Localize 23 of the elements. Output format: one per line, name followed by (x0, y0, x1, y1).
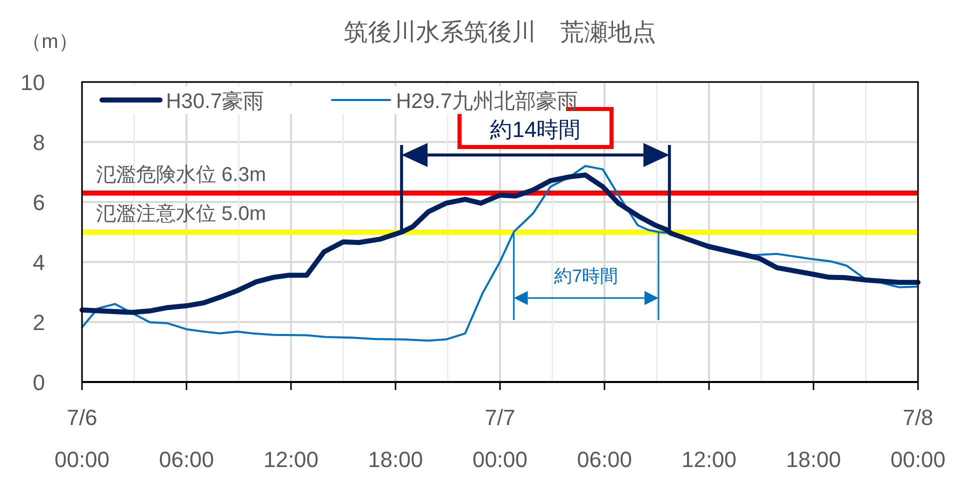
x-tick-label: 7/6 00:00 (54, 405, 110, 472)
y-tick-label: 4 (32, 250, 45, 275)
legend-label: H29.7九州北部豪雨 (396, 90, 578, 113)
y-tick-label: 6 (32, 190, 45, 215)
x-tick-label: 7/7 00:00 (472, 405, 528, 472)
x-tick-label: 12:00 (681, 447, 737, 472)
annotation: 約14時間 (490, 117, 581, 142)
y-axis-title: （m） (22, 31, 78, 53)
x-tick-label: 18:00 (368, 447, 424, 472)
y-tick-label: 2 (32, 310, 45, 335)
chart-title: 筑後川水系筑後川 荒瀬地点 (344, 19, 656, 46)
x-tick-label: 18:00 (786, 447, 842, 472)
x-tick-label: 06:00 (158, 447, 214, 472)
x-tick-label: 7/8 00:00 (890, 405, 946, 472)
ref-line-label: 氾濫注意水位 5.0m (96, 203, 266, 225)
x-tick-label: 12:00 (263, 447, 319, 472)
y-tick-label: 0 (32, 370, 45, 395)
x-tick-label: 06:00 (576, 447, 632, 472)
y-tick-label: 10 (20, 70, 45, 95)
y-tick-label: 8 (32, 130, 45, 155)
legend-label: H30.7豪雨 (166, 90, 264, 113)
ref-line-label: 氾濫危険水位 6.3m (96, 164, 266, 186)
annotation: 約7時間 (554, 266, 618, 286)
